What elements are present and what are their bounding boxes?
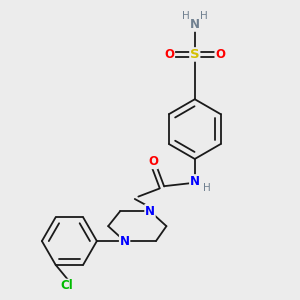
Text: N: N (120, 235, 130, 248)
Text: Cl: Cl (60, 279, 73, 292)
Text: H: H (203, 183, 211, 193)
Text: O: O (215, 48, 225, 61)
Text: N: N (190, 18, 200, 31)
Text: H: H (182, 11, 190, 21)
Text: N: N (190, 175, 200, 188)
Text: O: O (164, 48, 174, 61)
Text: O: O (148, 155, 158, 168)
Text: H: H (200, 11, 208, 21)
Text: S: S (190, 48, 200, 61)
Text: N: N (145, 205, 155, 218)
